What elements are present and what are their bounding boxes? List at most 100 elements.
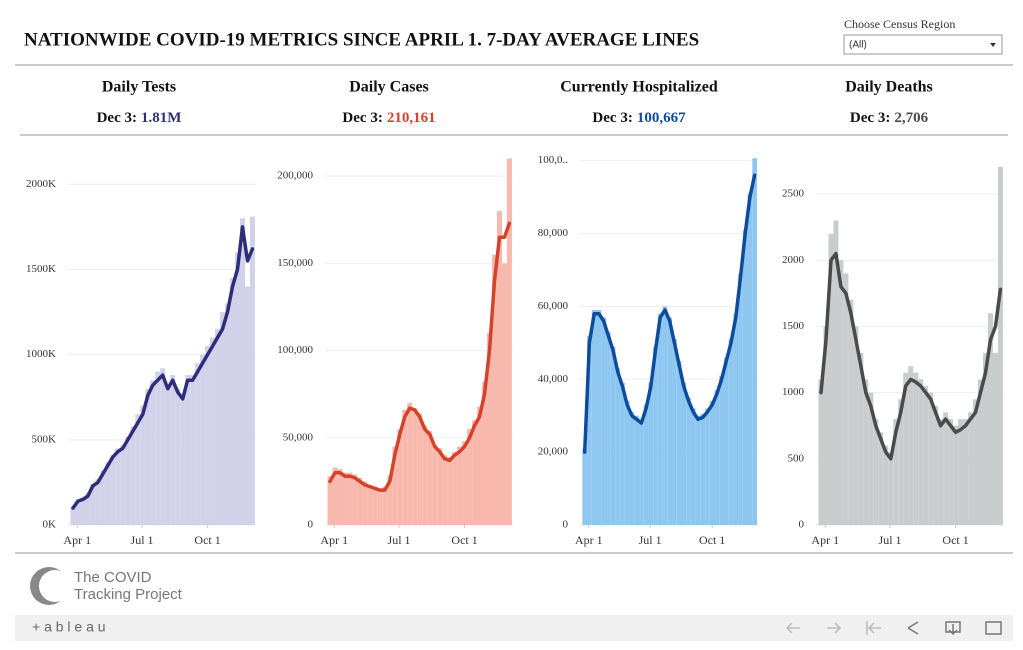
bar: [412, 408, 418, 525]
bar: [624, 401, 630, 525]
bar: [723, 357, 729, 525]
headline: Dec 3: 100,667: [592, 110, 686, 126]
bar: [858, 352, 864, 525]
bar: [85, 492, 91, 525]
bar: [863, 379, 869, 525]
download-button[interactable]: [945, 621, 961, 636]
bar: [457, 446, 463, 525]
bar: [591, 310, 597, 525]
bar: [491, 254, 497, 525]
bar: [838, 260, 844, 525]
bar: [140, 405, 146, 525]
bar: [709, 401, 715, 525]
avg-line: [819, 251, 1003, 461]
bar: [828, 233, 834, 525]
fullscreen-button[interactable]: [985, 621, 1002, 635]
redo-button[interactable]: [827, 622, 842, 634]
bar: [347, 472, 353, 525]
bar: [818, 379, 824, 525]
bar: [125, 436, 131, 525]
bar: [848, 299, 854, 525]
bar: [160, 368, 166, 525]
chart-title: Daily Deaths: [845, 79, 933, 96]
bar: [648, 382, 654, 525]
headline-value: 2,706: [894, 110, 928, 126]
bar: [427, 430, 433, 525]
logo-text: Tracking Project: [74, 586, 183, 603]
revert-button[interactable]: [866, 621, 881, 635]
bar: [605, 331, 611, 525]
bar: [997, 166, 1003, 525]
bar: [362, 481, 368, 525]
bar: [249, 216, 255, 525]
bar: [506, 158, 512, 526]
bar: [327, 476, 333, 525]
bar: [392, 446, 398, 525]
avg-line: [582, 173, 757, 454]
bar: [482, 381, 488, 525]
bar: [332, 467, 338, 525]
bar: [337, 469, 343, 525]
y-tick-label: 0: [799, 519, 805, 531]
bar: [928, 392, 934, 525]
x-tick-label: Jul 1: [388, 533, 411, 547]
bar: [893, 419, 899, 525]
bar: [728, 339, 734, 525]
bar: [377, 488, 383, 525]
filter-dropdown[interactable]: [843, 34, 1003, 55]
bar: [833, 220, 839, 526]
y-tick-label: 2000: [782, 254, 805, 266]
y-tick-label: 1000: [782, 386, 805, 398]
chart-title: Daily Cases: [349, 79, 429, 96]
toolbar-icons: [785, 621, 1002, 636]
bar: [215, 329, 221, 525]
x-tick-label: Oct 1: [451, 533, 477, 547]
bar: [175, 388, 181, 525]
bar: [467, 429, 473, 525]
bar: [75, 499, 81, 525]
bar: [180, 395, 186, 525]
bar: [472, 420, 478, 525]
bar: [239, 218, 245, 526]
x-tick-label: Apr 1: [320, 533, 348, 547]
bar: [747, 193, 753, 525]
bar: [437, 448, 443, 525]
y-tick-label: 1500K: [26, 263, 56, 275]
bar: [422, 425, 428, 525]
bar: [130, 426, 136, 525]
bar: [903, 372, 909, 525]
bar: [135, 414, 141, 525]
y-tick-label: 0: [308, 519, 314, 531]
bar: [662, 306, 668, 525]
y-tick-label: 500: [788, 452, 805, 464]
bar: [676, 361, 682, 525]
x-tick-label: Oct 1: [942, 533, 968, 547]
bar: [629, 412, 635, 525]
tableau-brand[interactable]: + a b l e a u: [32, 619, 106, 635]
bar: [145, 388, 151, 525]
headline-date: Dec 3:: [850, 110, 890, 126]
bar: [587, 335, 592, 525]
filter-label: Choose Census Region: [844, 17, 955, 31]
bar: [501, 263, 507, 525]
bar: [477, 406, 483, 525]
bar: [244, 286, 250, 525]
headline-value: 210,161: [387, 110, 436, 126]
bar: [883, 445, 889, 525]
bar: [853, 326, 859, 525]
bar: [100, 470, 106, 525]
bar: [615, 368, 621, 525]
y-tick-label: 0K: [43, 519, 57, 531]
bar: [150, 380, 156, 525]
bar: [496, 211, 502, 525]
bar: [973, 399, 979, 525]
x-tick-label: Oct 1: [194, 533, 220, 547]
y-tick-label: 100,000: [277, 344, 313, 356]
undo-button[interactable]: [785, 622, 800, 634]
bar: [978, 379, 983, 525]
dashboard-title: NATIONWIDE COVID-19 METRICS SINCE APRIL …: [24, 29, 699, 50]
bar: [958, 419, 964, 525]
bar: [190, 375, 196, 525]
y-tick-label: 40,000: [538, 373, 569, 385]
share-button[interactable]: [907, 621, 919, 635]
